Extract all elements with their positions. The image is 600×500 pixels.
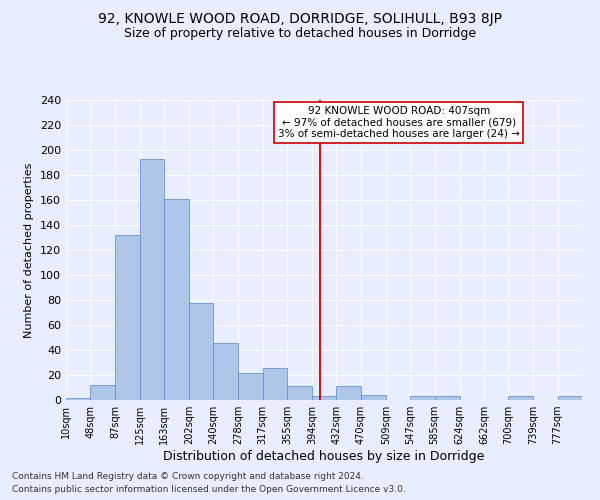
Bar — [66, 398, 91, 400]
Bar — [508, 396, 533, 400]
Bar — [115, 235, 140, 400]
Text: Contains HM Land Registry data © Crown copyright and database right 2024.: Contains HM Land Registry data © Crown c… — [12, 472, 364, 481]
Bar — [189, 302, 214, 400]
Bar — [410, 396, 434, 400]
Bar — [557, 396, 582, 400]
Text: 92 KNOWLE WOOD ROAD: 407sqm
← 97% of detached houses are smaller (679)
3% of sem: 92 KNOWLE WOOD ROAD: 407sqm ← 97% of det… — [278, 106, 520, 139]
Bar — [361, 395, 386, 400]
Bar — [214, 342, 238, 400]
Bar — [434, 396, 460, 400]
Text: 92, KNOWLE WOOD ROAD, DORRIDGE, SOLIHULL, B93 8JP: 92, KNOWLE WOOD ROAD, DORRIDGE, SOLIHULL… — [98, 12, 502, 26]
Bar — [140, 159, 164, 400]
Text: Size of property relative to detached houses in Dorridge: Size of property relative to detached ho… — [124, 28, 476, 40]
Text: Contains public sector information licensed under the Open Government Licence v3: Contains public sector information licen… — [12, 485, 406, 494]
Bar — [337, 386, 361, 400]
Bar — [312, 396, 337, 400]
X-axis label: Distribution of detached houses by size in Dorridge: Distribution of detached houses by size … — [163, 450, 485, 463]
Bar — [238, 372, 263, 400]
Y-axis label: Number of detached properties: Number of detached properties — [25, 162, 34, 338]
Bar — [263, 368, 287, 400]
Bar — [287, 386, 312, 400]
Bar — [164, 198, 189, 400]
Bar — [91, 385, 115, 400]
